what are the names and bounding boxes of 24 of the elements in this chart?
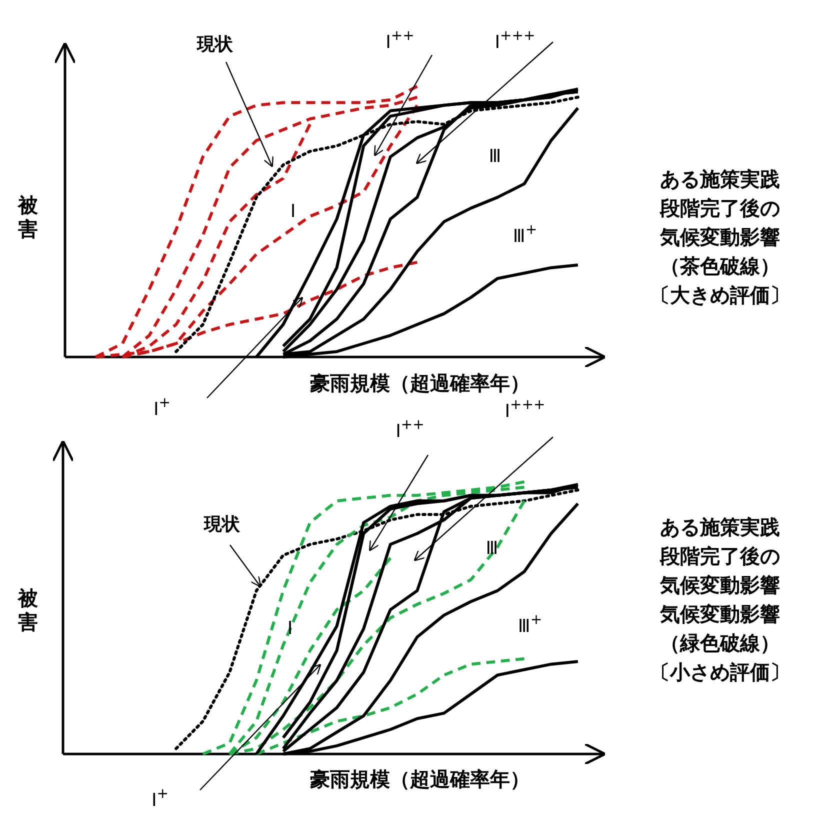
- text: 気候変動影響: [659, 602, 780, 626]
- text: （茶色破線）: [660, 254, 780, 278]
- y-axis-title: 被害: [17, 193, 39, 241]
- text: （緑色破線）: [660, 631, 780, 655]
- text: 段階完了後の: [659, 196, 780, 220]
- text: ある施策実践: [660, 167, 780, 191]
- annotation: Ⅰ: [290, 201, 296, 222]
- text: 気候変動影響: [659, 573, 780, 597]
- annotation: Ⅲ: [486, 538, 498, 559]
- y-axis-title: 被害: [17, 586, 39, 634]
- annotation: Ⅲ$^{+}$: [518, 612, 542, 637]
- annotation: Ⅰ$^{+}$: [153, 296, 304, 420]
- text: 〔小さめ評価〕: [650, 660, 790, 684]
- annotation: Ⅲ$^{+}$: [512, 222, 538, 247]
- text: 段階完了後の: [659, 544, 780, 568]
- x-axis-title: 豪雨規模（超過確率年）: [309, 371, 530, 395]
- annotation: Ⅰ: [287, 618, 293, 639]
- text: ある施策実践: [660, 515, 780, 539]
- text: 気候変動影響: [659, 225, 780, 249]
- text: 〔大きめ評価〕: [650, 283, 790, 307]
- annotation: Ⅰ$^{++}$: [368, 417, 429, 552]
- annotation: Ⅰ$^{++}$: [374, 28, 433, 156]
- x-axis-title: 豪雨規模（超過確率年）: [309, 767, 530, 791]
- annotation: Ⅲ: [488, 146, 502, 167]
